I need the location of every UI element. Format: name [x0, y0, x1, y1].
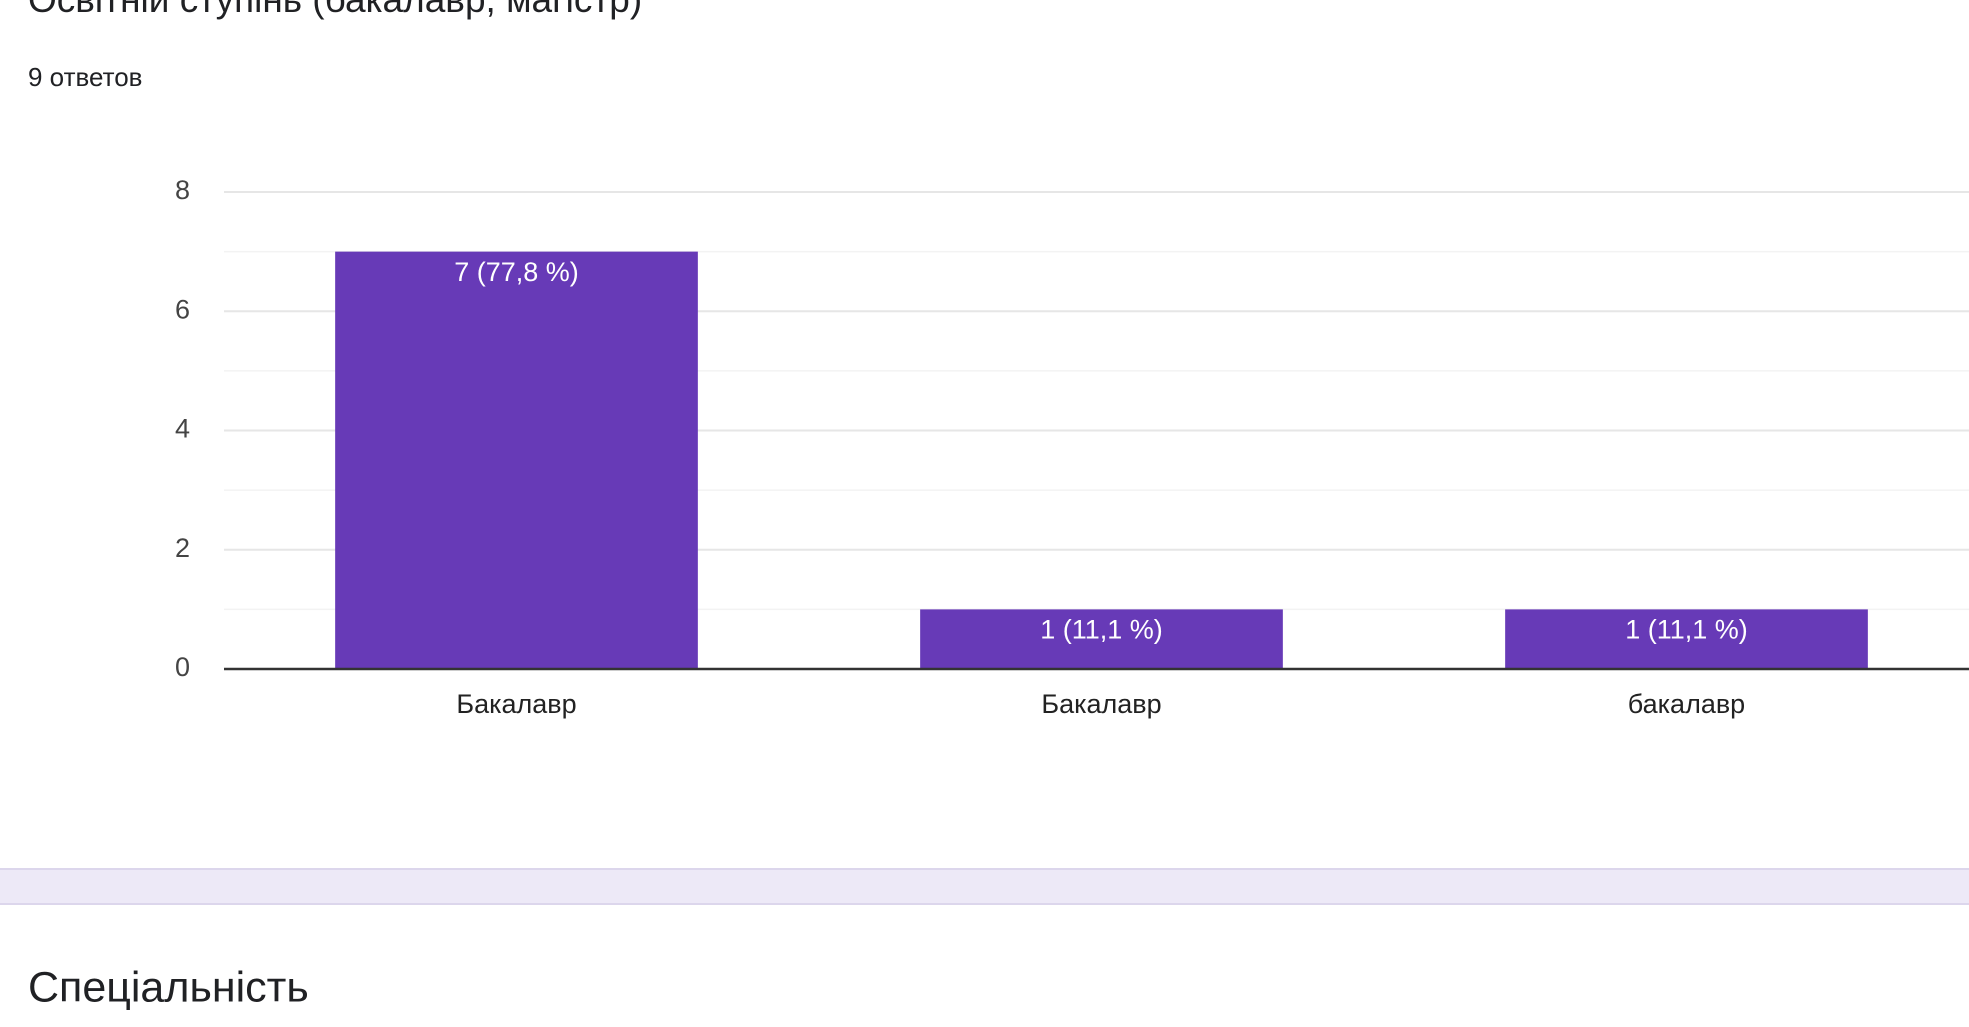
bar [1505, 609, 1868, 669]
x-tick-label: Бакалавр [1041, 689, 1161, 719]
section-divider [0, 869, 1969, 904]
section-title: Спеціальність [28, 963, 309, 1011]
response-count: 9 ответов [28, 62, 143, 92]
data-label: 7 (77,8 %) [454, 257, 579, 287]
bar [920, 609, 1283, 669]
y-tick-label: 0 [175, 652, 190, 682]
y-tick-label: 6 [175, 294, 190, 324]
y-tick-label: 8 [175, 175, 190, 205]
y-tick-label: 4 [175, 414, 190, 444]
data-label: 1 (11,1 %) [1040, 615, 1163, 645]
x-tick-label: бакалавр [1628, 689, 1745, 719]
bar [335, 251, 698, 669]
data-label: 1 (11,1 %) [1625, 615, 1748, 645]
chart-title: Освітній ступінь (бакалавр, магістр) [28, 0, 642, 20]
x-tick-label: Бакалавр [456, 689, 576, 719]
y-tick-label: 2 [175, 533, 190, 563]
